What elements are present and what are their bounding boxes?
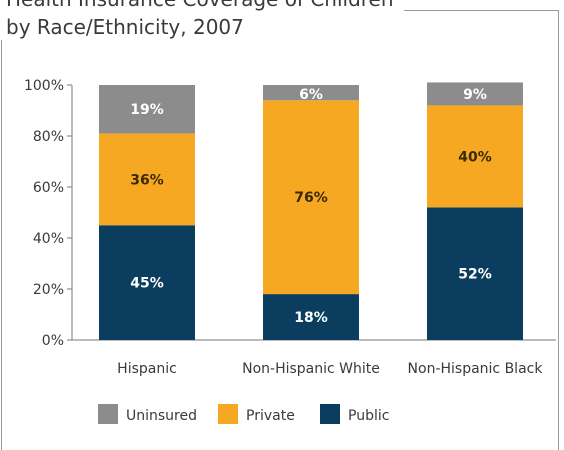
- chart-title: Health Insurance Coverage of Children: [0, 0, 394, 12]
- bar-data-label: 18%: [294, 310, 328, 326]
- x-category-label: Non-Hispanic Black: [408, 361, 544, 377]
- bar-segment-private: [99, 133, 195, 226]
- bar-segment-public: [263, 294, 359, 340]
- bar-data-label: 9%: [463, 87, 487, 103]
- bar-segment-uninsured: [427, 82, 523, 106]
- category-labels: Hispanic Non-Hispanic White Non-Hispanic B…: [117, 361, 543, 377]
- y-tick-label: 100%: [24, 78, 64, 94]
- legend-swatch-private: [218, 404, 238, 424]
- bar-segment-public: [427, 207, 523, 340]
- bar-segment-private: [427, 105, 523, 208]
- bar-segment-uninsured: [99, 85, 195, 134]
- bar-data-label: 40%: [458, 149, 492, 165]
- y-tick-label: 80%: [33, 129, 64, 145]
- y-tick-label: 20%: [33, 282, 64, 298]
- y-tick-label: 40%: [33, 231, 64, 247]
- legend-swatch-public: [320, 404, 340, 424]
- bar-data-label: 52%: [458, 267, 492, 283]
- bar-data-label: 36%: [130, 172, 164, 188]
- bar-data-label: 19%: [130, 102, 164, 118]
- y-tick-label: 60%: [33, 180, 64, 196]
- bar-segment-public: [99, 225, 195, 340]
- bars: 45% 36% 19% 18% 76% 6% 52% 40% 9%: [99, 82, 523, 340]
- legend-label: Uninsured: [126, 408, 197, 424]
- chart-subtitle: by Race/Ethnicity, 2007: [6, 15, 244, 39]
- bar-data-label: 6%: [299, 87, 323, 103]
- legend-swatch-uninsured: [98, 404, 118, 424]
- bar-data-label: 76%: [294, 190, 328, 206]
- bar-data-label: 45%: [130, 276, 164, 292]
- bar-segment-private: [263, 100, 359, 295]
- legend-label: Private: [246, 408, 295, 424]
- bar-segment-uninsured: [263, 85, 359, 101]
- y-tick-label: 0%: [42, 333, 64, 349]
- x-category-label: Non-Hispanic White: [242, 361, 380, 377]
- legend-label: Public: [348, 408, 389, 424]
- legend: Uninsured Private Public: [98, 404, 389, 424]
- x-category-label: Hispanic: [117, 361, 177, 377]
- chart-title-block: Health Insurance Coverage of Children by…: [0, 0, 404, 40]
